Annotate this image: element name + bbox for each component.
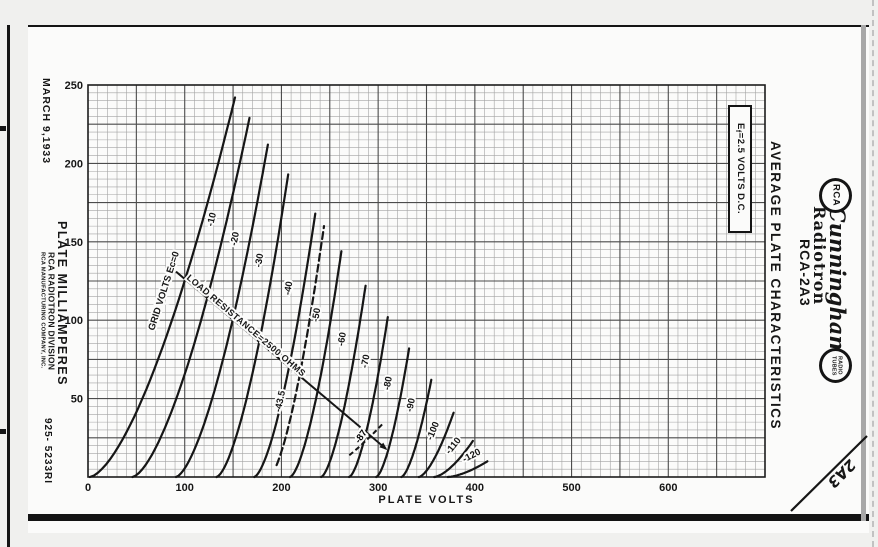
y-tick-label: 50 bbox=[71, 394, 83, 406]
y-axis-title: PLATE MILLIAMPERES bbox=[55, 221, 69, 386]
brand-cunningham: Cunningham bbox=[825, 206, 850, 358]
tube-type-label: RCA-2A3 bbox=[797, 239, 813, 307]
grid-lines bbox=[87, 84, 766, 478]
page-edge-strip bbox=[861, 25, 866, 521]
bottom-border-bar bbox=[28, 514, 869, 521]
curve-label: -60 bbox=[336, 331, 349, 346]
edge-mark bbox=[0, 429, 6, 434]
curve-label: -30 bbox=[253, 253, 266, 268]
company-name: RCA MANUFACTURING COMPANY, INC. bbox=[39, 252, 46, 369]
curve-label: -50 bbox=[310, 307, 323, 322]
y-tick-label: 100 bbox=[65, 315, 83, 327]
plate-curve bbox=[375, 347, 411, 479]
x-tick-label: 300 bbox=[369, 482, 387, 494]
plate-curve bbox=[289, 250, 343, 479]
x-tick-label: 400 bbox=[466, 482, 484, 494]
curve-label: -10 bbox=[205, 212, 219, 228]
x-tick-label: 0 bbox=[85, 482, 91, 494]
curve-label: -120 bbox=[461, 447, 483, 466]
publication-date: MARCH 9,1933 bbox=[40, 78, 52, 165]
y-tick-label: 150 bbox=[65, 237, 83, 249]
plate-curve bbox=[348, 316, 389, 479]
division-credit: RCA RADIOTRON DIVISION RCA MANUFACTURING… bbox=[39, 252, 57, 371]
corner-tab: 2A3 bbox=[790, 435, 868, 512]
brand-wordmark: Cunningham Radiotron bbox=[810, 206, 850, 358]
plate-curve bbox=[400, 378, 433, 479]
curve-label: -43.5 bbox=[273, 389, 289, 413]
x-tick-label: 600 bbox=[659, 482, 677, 494]
plate-curve bbox=[275, 225, 326, 467]
x-tick-label: 500 bbox=[562, 482, 580, 494]
radio-tubes-logo-text: RADIO TUBES bbox=[830, 355, 843, 376]
brand-radiotron: Radiotron bbox=[810, 206, 829, 306]
y-tick-label: 250 bbox=[65, 80, 83, 92]
x-axis-title: PLATE VOLTS bbox=[378, 494, 474, 506]
plate-curve bbox=[253, 212, 317, 479]
x-tick-label: 200 bbox=[272, 482, 290, 494]
filament-condition-text: Ef=2.5 VOLTS D.C. bbox=[734, 123, 746, 215]
curve-label: -70 bbox=[359, 354, 372, 369]
curve-label: -20 bbox=[229, 231, 242, 247]
axis-labels: 0 100 200 300 400 500 600 50 100 150 200 250 PLATE V… bbox=[65, 80, 678, 506]
curve-label: -80 bbox=[382, 376, 395, 392]
plate-curves bbox=[88, 96, 489, 479]
drawing-number: 925- 5233RI bbox=[42, 418, 53, 485]
rca-logo-text: RCA bbox=[830, 184, 842, 207]
division-name: RCA RADIOTRON DIVISION bbox=[46, 252, 57, 371]
annotation-curve bbox=[348, 423, 384, 457]
curve-label: -100 bbox=[425, 420, 442, 442]
plate-curve bbox=[417, 411, 455, 479]
plate-curve bbox=[131, 116, 251, 479]
y-tick-label: 200 bbox=[65, 158, 83, 170]
rca-logo-icon: RCA bbox=[819, 178, 852, 213]
plate-curve bbox=[174, 143, 269, 479]
load-line-arrow bbox=[379, 442, 388, 451]
corner-tab-label: 2A3 bbox=[824, 456, 860, 492]
radio-tubes-logo-icon: RADIO TUBES bbox=[819, 348, 852, 383]
chart-title: AVERAGE PLATE CHARACTERISTICS bbox=[768, 141, 783, 431]
scan-edge-dashed-line bbox=[872, 0, 874, 547]
curve-label: -40 bbox=[282, 281, 295, 296]
edge-mark bbox=[0, 126, 6, 131]
left-border-rule bbox=[7, 25, 10, 547]
curve-label: -90 bbox=[404, 397, 418, 413]
filament-condition-box: Ef=2.5 VOLTS D.C. bbox=[728, 105, 752, 233]
plate-curve bbox=[88, 96, 237, 479]
plate-curve bbox=[433, 439, 474, 479]
x-tick-label: 100 bbox=[176, 482, 194, 494]
plate-curve bbox=[446, 460, 489, 479]
plate-curve bbox=[215, 173, 290, 479]
